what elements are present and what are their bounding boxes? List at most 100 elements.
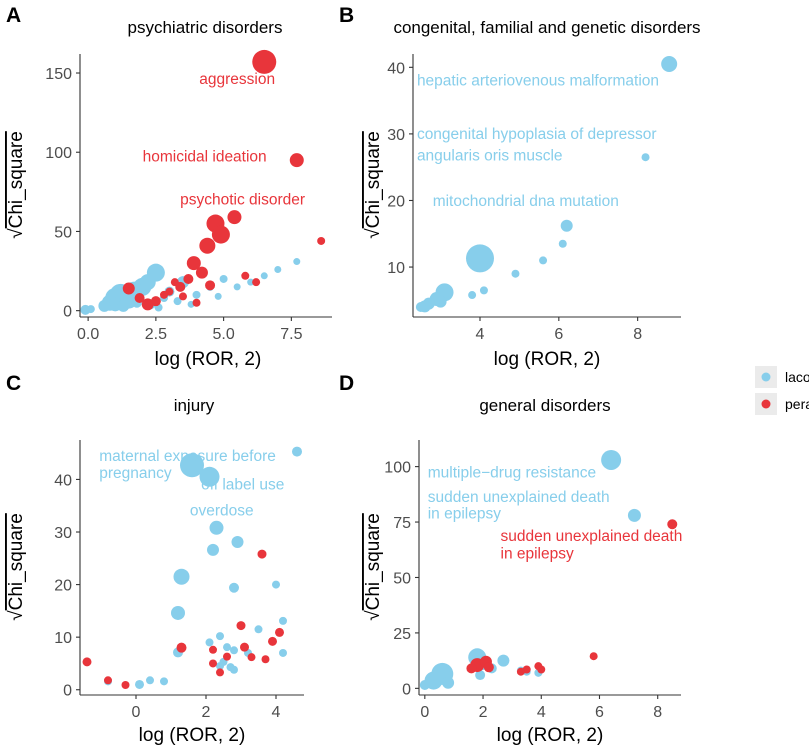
point-lacosamide <box>135 679 144 689</box>
y-axis-label: √Chi_square <box>363 131 384 239</box>
point-lacosamide <box>539 256 548 265</box>
panel-title: injury <box>174 396 215 415</box>
point-perampanel <box>261 655 270 664</box>
x-tick-label: 4 <box>272 704 281 721</box>
y-tick-label: 0 <box>402 681 411 698</box>
y-tick-label: 20 <box>54 578 72 595</box>
point-lacosamide <box>98 299 111 312</box>
point-lacosamide <box>199 466 220 487</box>
y-axis-label-text: √Chi_square <box>363 131 384 239</box>
point-lacosamide <box>180 453 204 478</box>
point-lacosamide <box>230 665 238 674</box>
y-axis-label: √Chi_square <box>363 513 384 621</box>
point-perampanel <box>240 642 249 652</box>
point-perampanel <box>170 278 179 287</box>
point-lacosamide <box>216 632 224 641</box>
point-lacosamide <box>274 265 282 273</box>
y-axis-label-name: Chi_square <box>363 513 384 610</box>
point-lacosamide <box>415 302 426 313</box>
y-tick-label: 100 <box>384 460 411 477</box>
point-lacosamide <box>601 449 622 470</box>
y-tick-label: 40 <box>387 60 405 77</box>
point-lacosamide <box>209 520 224 535</box>
point-perampanel <box>667 519 678 530</box>
x-tick-label: 2 <box>202 704 211 721</box>
panel-label: A <box>6 4 21 27</box>
x-tick-label: 4 <box>537 704 546 721</box>
point-lacosamide <box>207 543 219 556</box>
point-lacosamide <box>86 305 95 314</box>
point-lacosamide <box>205 638 214 647</box>
annotation-lacosamide: overdose <box>190 503 254 520</box>
x-axis-label: log (ROR, 2) <box>139 725 246 746</box>
annotation-lacosamide: maternal exposure before <box>99 448 276 465</box>
x-tick-label: 8 <box>633 326 642 343</box>
point-perampanel <box>205 280 216 291</box>
y-tick-label: 150 <box>45 66 72 83</box>
sqrt-symbol: √ <box>363 228 384 239</box>
point-lacosamide <box>117 299 130 312</box>
point-perampanel <box>178 292 187 301</box>
x-tick-label: 6 <box>554 326 563 343</box>
y-axis-label-text: √Chi_square <box>6 513 27 621</box>
point-lacosamide <box>560 219 573 232</box>
x-tick-label: 6 <box>595 704 604 721</box>
point-perampanel <box>199 237 216 254</box>
point-lacosamide <box>173 297 182 306</box>
annotation-lacosamide: hepatic arteriovenous malformation <box>417 72 659 89</box>
point-lacosamide <box>293 258 301 266</box>
point-lacosamide <box>173 568 190 585</box>
point-perampanel <box>134 292 145 303</box>
legend-label-perampanel: perampanel <box>785 396 809 412</box>
annotation-perampanel: sudden unexplained death <box>501 528 683 545</box>
point-lacosamide <box>231 536 244 548</box>
point-perampanel <box>241 271 250 280</box>
point-perampanel <box>186 256 201 271</box>
legend: lacosamide perampanel <box>755 366 809 415</box>
point-lacosamide <box>192 290 201 299</box>
x-tick-label: 0.0 <box>77 326 99 343</box>
x-tick-label: 8 <box>653 704 662 721</box>
panel-title: congenital, familial and genetic disorde… <box>393 18 700 37</box>
annotation-lacosamide: congenital hypoplasia of depressor <box>417 126 657 143</box>
series-perampanel <box>122 49 326 311</box>
x-tick-label: 2 <box>479 704 488 721</box>
point-perampanel <box>141 298 154 311</box>
x-tick-label: 0 <box>132 704 141 721</box>
point-perampanel <box>195 266 208 279</box>
y-tick-label: 50 <box>54 224 72 241</box>
point-lacosamide <box>229 582 239 593</box>
panel-title: psychiatric disorders <box>128 18 283 37</box>
point-perampanel <box>466 663 477 674</box>
series-lacosamide <box>419 449 641 691</box>
y-tick-label: 0 <box>63 683 72 700</box>
annotation-lacosamide: multiple−drug resistance <box>428 465 596 482</box>
point-lacosamide <box>641 153 650 162</box>
point-perampanel <box>268 636 277 646</box>
point-perampanel <box>537 665 546 674</box>
point-perampanel <box>183 273 194 284</box>
point-lacosamide <box>292 446 302 457</box>
point-lacosamide <box>247 278 255 286</box>
point-lacosamide <box>442 676 455 689</box>
annotation-perampanel: psychotic disorder <box>180 192 305 209</box>
annotation-lacosamide: sudden unexplained death <box>428 489 610 506</box>
point-lacosamide <box>468 291 477 300</box>
point-lacosamide <box>171 605 185 620</box>
point-lacosamide <box>279 616 287 625</box>
point-perampanel <box>209 645 217 654</box>
point-perampanel <box>252 49 277 74</box>
point-perampanel <box>483 662 494 673</box>
point-lacosamide <box>419 680 430 691</box>
point-perampanel <box>216 668 224 677</box>
point-perampanel <box>317 236 326 245</box>
point-perampanel <box>176 642 187 653</box>
y-tick-label: 40 <box>54 472 72 489</box>
point-perampanel <box>122 282 135 295</box>
annotation-lacosamide: angularis oris muscle <box>417 148 563 165</box>
point-lacosamide <box>558 239 567 248</box>
x-axis-label: log (ROR, 2) <box>494 349 601 370</box>
point-perampanel <box>104 676 112 685</box>
annotation-perampanel: aggression <box>199 71 275 88</box>
